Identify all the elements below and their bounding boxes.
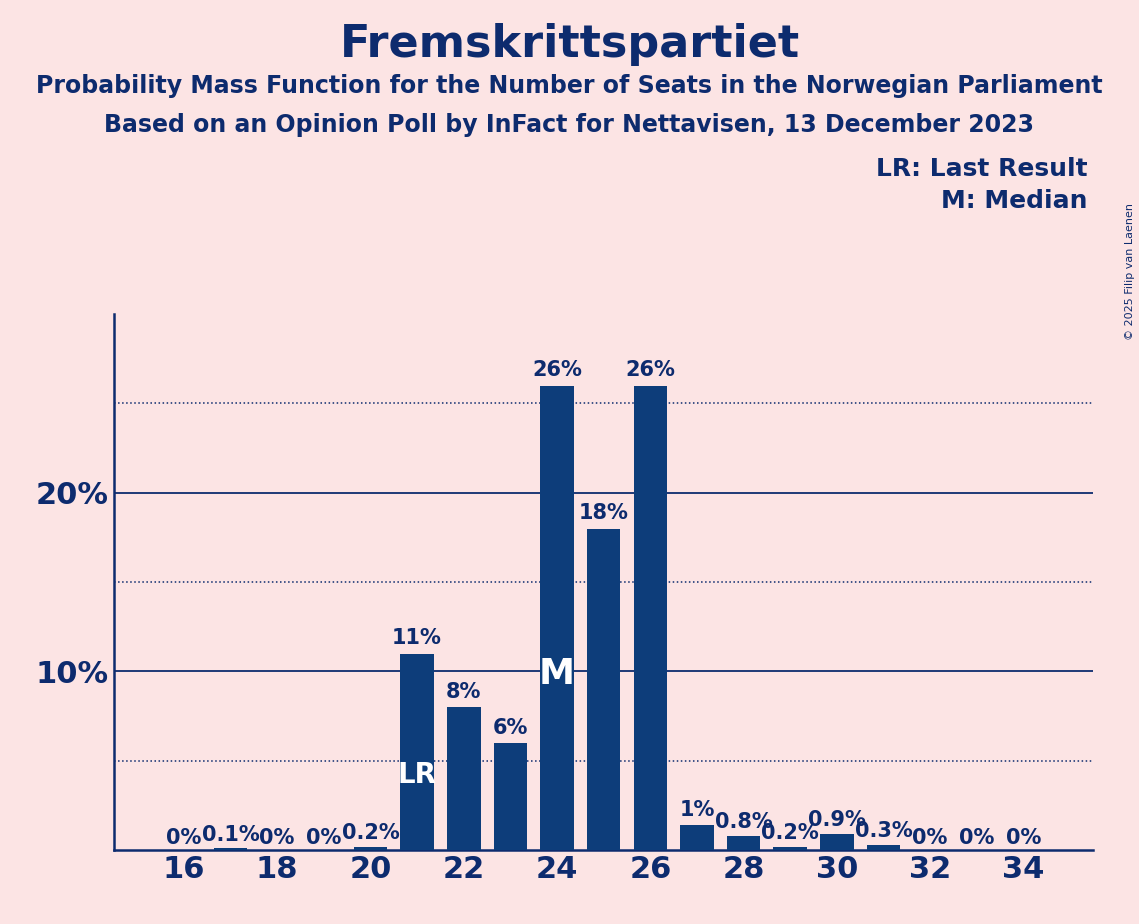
Bar	[446, 707, 481, 850]
Text: Fremskrittspartiet: Fremskrittspartiet	[339, 23, 800, 67]
Text: LR: Last Result: LR: Last Result	[876, 157, 1088, 181]
Text: 11%: 11%	[392, 628, 442, 649]
Text: Based on an Opinion Poll by InFact for Nettavisen, 13 December 2023: Based on an Opinion Poll by InFact for N…	[105, 113, 1034, 137]
Text: 0.2%: 0.2%	[761, 823, 819, 843]
Text: M: Median: M: Median	[941, 189, 1088, 213]
Text: 0%: 0%	[306, 828, 342, 848]
Text: 26%: 26%	[625, 360, 675, 381]
Bar	[633, 385, 667, 850]
Text: 26%: 26%	[532, 360, 582, 381]
Bar	[727, 836, 761, 850]
Text: 18%: 18%	[579, 504, 629, 523]
Bar	[214, 848, 247, 850]
Text: 0%: 0%	[1006, 828, 1041, 848]
Text: © 2025 Filip van Laenen: © 2025 Filip van Laenen	[1125, 203, 1134, 340]
Text: 0.1%: 0.1%	[202, 825, 260, 845]
Text: M: M	[539, 657, 575, 690]
Text: 0%: 0%	[912, 828, 948, 848]
Text: 0%: 0%	[260, 828, 295, 848]
Bar	[353, 846, 387, 850]
Bar	[587, 529, 621, 850]
Bar	[867, 845, 900, 850]
Text: 6%: 6%	[493, 718, 528, 737]
Text: 0.2%: 0.2%	[342, 823, 400, 843]
Text: 8%: 8%	[446, 682, 482, 702]
Text: 0.8%: 0.8%	[715, 812, 772, 833]
Text: LR: LR	[398, 761, 436, 789]
Text: 0.3%: 0.3%	[854, 821, 912, 841]
Text: 1%: 1%	[679, 799, 714, 820]
Text: 0%: 0%	[166, 828, 202, 848]
Bar	[540, 385, 574, 850]
Text: 0.9%: 0.9%	[808, 810, 866, 831]
Bar	[820, 834, 854, 850]
Text: 0%: 0%	[959, 828, 994, 848]
Bar	[400, 653, 434, 850]
Bar	[773, 846, 808, 850]
Text: Probability Mass Function for the Number of Seats in the Norwegian Parliament: Probability Mass Function for the Number…	[36, 74, 1103, 98]
Bar	[680, 825, 714, 850]
Bar	[493, 743, 527, 850]
